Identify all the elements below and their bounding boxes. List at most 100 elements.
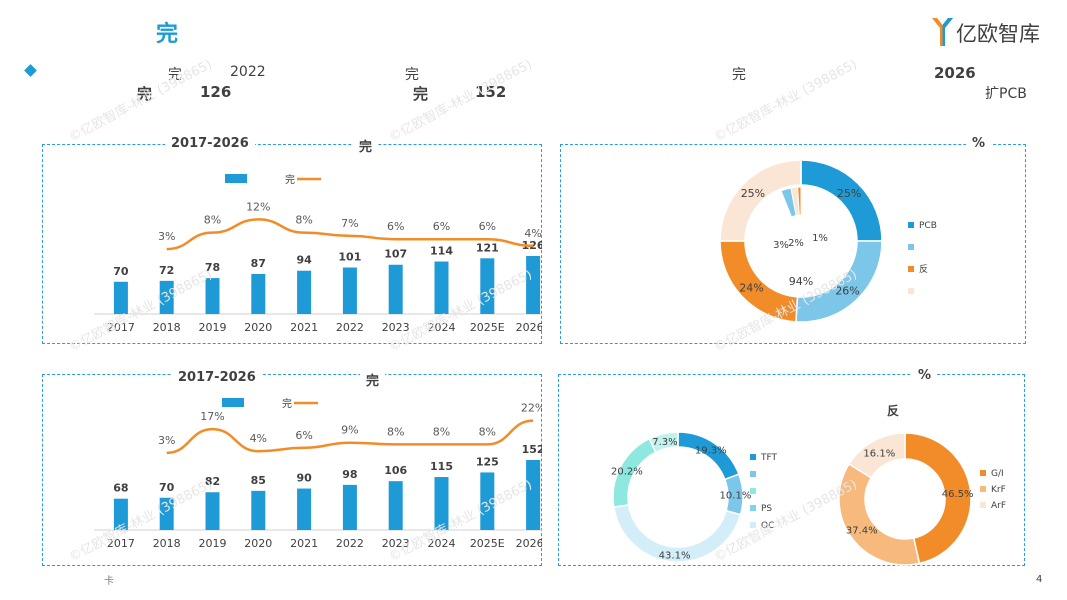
chart3-growth-line xyxy=(166,419,534,455)
chart3-bar xyxy=(297,488,312,530)
chart5-slice xyxy=(904,432,972,565)
chart4-slice-label: 43.1% xyxy=(659,550,691,561)
chart3-bar xyxy=(388,481,403,530)
chart1-bar-value-label: 107 xyxy=(384,248,407,261)
chart1-bar-value-label: 94 xyxy=(296,254,312,267)
chart4-slice xyxy=(648,431,679,454)
chart3-line-value-label: 8% xyxy=(433,425,450,438)
chart2-legend-swatch xyxy=(908,222,914,228)
chart4-donut: 19.3% 10.1% 43.1% 20.2% 7.3% TFT PS OC xyxy=(611,431,778,563)
chart4-legend-swatch xyxy=(750,522,756,528)
chart1-x-tick-label: 2021 xyxy=(290,321,318,334)
chart1-bar xyxy=(251,273,266,314)
chart1-bar xyxy=(434,261,449,314)
chart1-bar xyxy=(388,264,403,314)
chart2-inner-slice-label: 3% xyxy=(773,240,789,251)
chart1-bar-value-label: 101 xyxy=(338,251,361,264)
chart1-bar-value-label: 70 xyxy=(113,265,129,278)
stat3-sub: 扩PCB xyxy=(985,86,1027,102)
chart4-legend-label: TFT xyxy=(760,453,778,463)
chart4-slice-label: 7.3% xyxy=(652,437,677,448)
chart3-bar-value-label: 85 xyxy=(251,474,266,487)
chart3-line-value-label: 8% xyxy=(387,425,404,438)
chart3-bar xyxy=(342,484,357,530)
chart1-bar xyxy=(480,258,495,314)
chart1-line-value-label: 3% xyxy=(158,230,175,243)
logo: 亿欧智库 xyxy=(932,18,1040,46)
stat3-year: 2026 xyxy=(934,64,976,82)
chart3-bar xyxy=(205,492,220,530)
chart2-legend-label: 反 xyxy=(919,264,928,275)
chart5-legend-swatch xyxy=(980,486,986,492)
stat2-value: 152 xyxy=(475,83,507,101)
stat3-label: 完 xyxy=(732,67,746,83)
chart1-x-tick-label: 2019 xyxy=(199,321,227,334)
chart1-line-value-label: 6% xyxy=(433,220,450,233)
chart3-line-value-label: 4% xyxy=(250,432,267,445)
chart3-bar xyxy=(526,460,541,530)
panel-chart2 xyxy=(560,144,1026,344)
chart1-legend-label: 完 xyxy=(285,173,295,186)
chart3-x-tick-label: 2025E xyxy=(470,537,505,550)
chart3-bar-value-label: 125 xyxy=(476,455,499,468)
chart1-bar xyxy=(342,267,357,314)
chart1-x-tick-label: 2017 xyxy=(107,321,135,334)
chart1-legend-bar-swatch xyxy=(225,174,247,183)
chart1-line-value-label: 8% xyxy=(295,214,312,227)
chart2-inner-slice xyxy=(797,186,802,216)
chart3-bar-value-label: 82 xyxy=(205,475,220,488)
chart1-x-tick-label: 2022 xyxy=(336,321,364,334)
chart3-line-value-label: 6% xyxy=(295,429,312,442)
chart2-legend-label: PCB xyxy=(919,221,937,231)
chart3-bar-value-label: 106 xyxy=(384,464,407,477)
chart4-slice-label: 19.3% xyxy=(695,446,727,457)
chart1-line-value-label: 4% xyxy=(524,227,541,240)
chart3-x-tick-label: 2019 xyxy=(199,537,227,550)
chart3-bar-value-label: 115 xyxy=(430,460,453,473)
chart3-line-value-label: 22% xyxy=(521,402,542,415)
stat1-sub-label: 完 xyxy=(137,85,153,103)
chart4-legend-label: OC xyxy=(761,521,774,531)
stat2-sub-label: 完 xyxy=(413,85,429,103)
chart3-legend-label: 完 xyxy=(282,397,292,410)
chart1-line-value-label: 6% xyxy=(387,220,404,233)
chart5-slice-label: 46.5% xyxy=(942,489,974,500)
chart3-line-value-label: 3% xyxy=(158,434,175,447)
chart5-legend-swatch xyxy=(980,470,986,476)
chart2-inner-slice-label: 94% xyxy=(789,275,813,288)
yiou-logo-icon xyxy=(932,18,953,46)
footer-note: 卡 xyxy=(104,576,114,587)
chart5-donut: 46.5% 37.4% 16.1% G/I KrF ArF xyxy=(838,432,1006,566)
chart2-donut: 25% 26% 24% 25% 94% 3% 2% 1% PCB 反 xyxy=(719,160,937,323)
chart1-bar-value-label: 121 xyxy=(476,241,499,254)
chart1-title-right: 完 xyxy=(353,136,379,155)
chart1-line-value-label: 8% xyxy=(204,214,221,227)
chart3-bar-value-label: 98 xyxy=(342,468,357,481)
chart1-bar-value-label: 72 xyxy=(159,264,174,277)
chart3-title-right: 完 xyxy=(360,370,386,389)
chart3-x-tick-label: 2026E xyxy=(516,537,542,550)
chart3-bar-value-label: 70 xyxy=(159,481,175,494)
chart3-bar xyxy=(159,497,174,530)
chart2-outer-slice-label: 26% xyxy=(835,285,859,298)
panel-chart1 xyxy=(42,144,542,344)
chart2-outer-slice xyxy=(800,160,883,242)
chart4-legend-swatch xyxy=(750,471,756,477)
chart4-legend-swatch xyxy=(750,505,756,511)
chart3-x-tick-label: 2022 xyxy=(336,537,364,550)
chart1-growth-line xyxy=(166,218,534,251)
chart2-inner-slice-label: 2% xyxy=(788,238,804,249)
stat1-year: 2022 xyxy=(230,64,266,80)
chart3-bar xyxy=(480,472,495,530)
chart2-legend-swatch xyxy=(908,266,914,272)
chart4-legend-label: PS xyxy=(761,504,772,514)
chart1-x-tick-label: 2020 xyxy=(244,321,272,334)
chart3-bar-value-label: 68 xyxy=(113,482,128,495)
chart3-x-tick-label: 2023 xyxy=(382,537,410,550)
chart2-legend-swatch xyxy=(908,244,914,250)
chart2-outer-slice-label: 25% xyxy=(837,187,861,200)
chart2-inner-slice-label: 1% xyxy=(812,233,828,244)
chart2-title: % xyxy=(966,136,992,151)
chart3-bar-value-label: 152 xyxy=(522,443,542,456)
chart3-bar-value-label: 90 xyxy=(296,472,312,485)
